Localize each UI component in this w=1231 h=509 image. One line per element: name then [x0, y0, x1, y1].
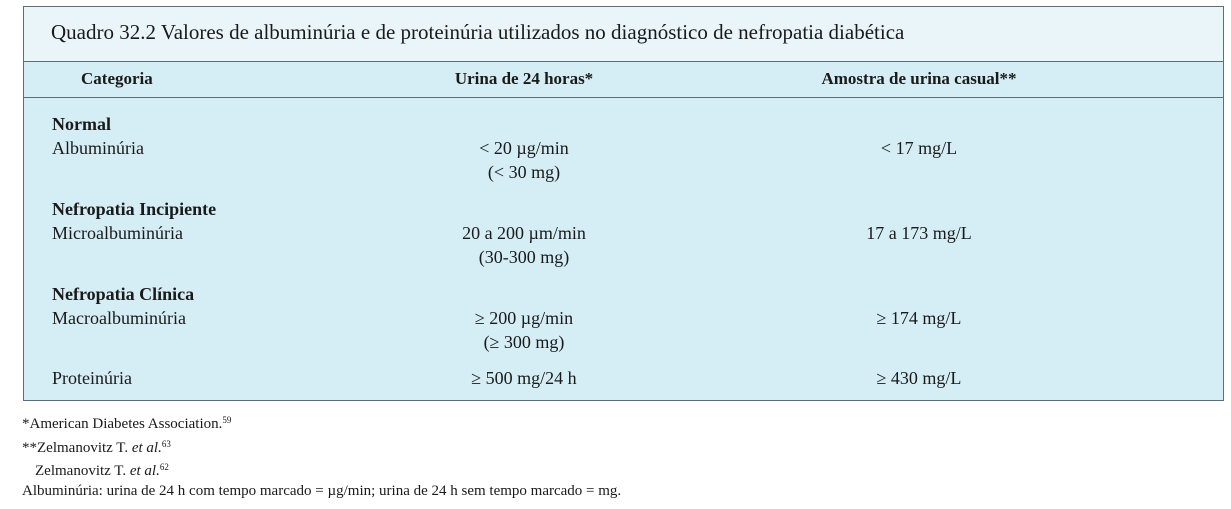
- row-proteinuria-24h: ≥ 500 mg/24 h: [471, 368, 577, 388]
- group-heading-normal: Normal: [52, 114, 111, 134]
- row-albuminuria-24h: < 20 µg/min: [479, 138, 569, 158]
- row-microalbuminuria-24h: 20 a 200 µm/min: [462, 223, 586, 243]
- row-label-macroalbuminuria: Macroalbuminúria: [52, 308, 186, 328]
- row-albuminuria-casual: < 17 mg/L: [880, 138, 958, 158]
- table-title-bar: Quadro 32.2 Valores de albuminúria e de …: [24, 7, 1223, 62]
- footnote-albuminuria-units: Albuminúria: urina de 24 h com tempo mar…: [22, 482, 622, 499]
- table-header-row: Categoria Urina de 24 horas* Amostra de …: [24, 69, 1223, 98]
- group-heading-incipiente: Nefropatia Incipiente: [52, 199, 217, 219]
- row-microalbuminuria-24h-sub: (30-300 mg): [478, 247, 570, 267]
- footnote-zelmanovitz-63: **Zelmanovitz T. et al.63: [22, 438, 171, 456]
- row-macroalbuminuria-24h: ≥ 200 µg/min: [474, 308, 574, 328]
- row-albuminuria-24h-sub: (< 30 mg): [487, 162, 561, 182]
- group-heading-clinica: Nefropatia Clínica: [52, 284, 195, 304]
- row-macroalbuminuria-24h-sub: (≥ 300 mg): [483, 332, 565, 352]
- table-title: Quadro 32.2 Valores de albuminúria e de …: [51, 20, 905, 44]
- row-label-proteinuria: Proteinúria: [52, 368, 132, 388]
- row-label-microalbuminuria: Microalbuminúria: [52, 223, 183, 243]
- row-macroalbuminuria-casual: ≥ 174 mg/L: [876, 308, 962, 328]
- row-microalbuminuria-casual: 17 a 173 mg/L: [866, 223, 972, 243]
- row-label-albuminuria: Albuminúria: [52, 138, 144, 158]
- footnote-ada: *American Diabetes Association.59: [22, 415, 232, 432]
- footnote-zelmanovitz-62: Zelmanovitz T. et al.62: [35, 462, 169, 479]
- header-categoria: Categoria: [81, 69, 153, 88]
- table-box: Quadro 32.2 Valores de albuminúria e de …: [23, 6, 1224, 401]
- row-proteinuria-casual: ≥ 430 mg/L: [876, 368, 962, 388]
- footnotes: *American Diabetes Association.59 **Zelm…: [22, 411, 621, 501]
- header-urina-24h: Urina de 24 horas*: [454, 69, 594, 88]
- header-urina-casual: Amostra de urina casual**: [821, 69, 1017, 88]
